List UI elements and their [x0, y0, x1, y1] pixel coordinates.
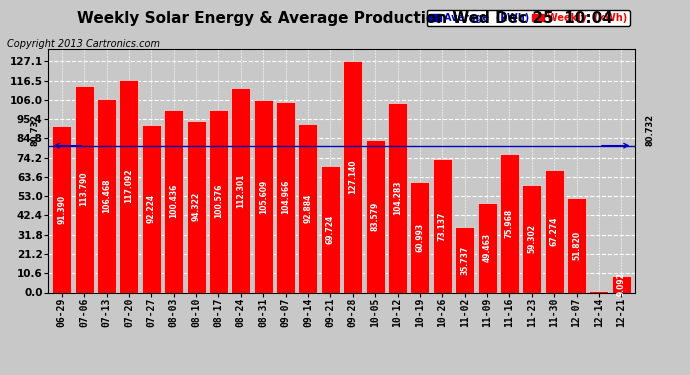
Bar — [411, 182, 429, 292]
Text: 104.283: 104.283 — [393, 180, 402, 215]
Bar — [299, 123, 317, 292]
Text: 83.579: 83.579 — [371, 202, 380, 231]
Text: 105.609: 105.609 — [259, 179, 268, 214]
Bar — [455, 228, 474, 292]
Text: 92.884: 92.884 — [304, 194, 313, 223]
Text: 92.224: 92.224 — [147, 194, 156, 223]
Bar — [164, 110, 183, 292]
Text: 91.390: 91.390 — [57, 195, 66, 224]
Text: Copyright 2013 Cartronics.com: Copyright 2013 Cartronics.com — [7, 39, 160, 50]
Text: Weekly Solar Energy & Average Production Wed Dec 25  10:04: Weekly Solar Energy & Average Production… — [77, 11, 613, 26]
Text: 113.790: 113.790 — [79, 172, 88, 206]
Bar — [321, 166, 340, 292]
Bar — [97, 99, 116, 292]
Bar — [276, 102, 295, 292]
Bar — [343, 61, 362, 292]
Text: 100.436: 100.436 — [169, 184, 178, 218]
Text: 73.137: 73.137 — [437, 211, 447, 241]
Bar — [366, 141, 384, 292]
Bar — [522, 184, 542, 292]
Text: 59.302: 59.302 — [527, 224, 536, 253]
Text: 127.140: 127.140 — [348, 160, 357, 194]
Bar — [612, 276, 631, 292]
Text: 80.732: 80.732 — [30, 114, 39, 146]
Bar — [567, 198, 586, 292]
Text: 112.301: 112.301 — [236, 173, 246, 207]
Text: 9.092: 9.092 — [617, 272, 626, 296]
Legend: Average  (kWh), Weekly  (kWh): Average (kWh), Weekly (kWh) — [426, 10, 630, 26]
Text: 100.576: 100.576 — [214, 184, 223, 218]
Bar — [52, 126, 71, 292]
Text: 75.968: 75.968 — [505, 209, 514, 238]
Bar — [209, 110, 228, 292]
Bar — [589, 291, 609, 292]
Bar — [254, 100, 273, 292]
Text: 35.737: 35.737 — [460, 245, 469, 274]
Bar — [433, 159, 452, 292]
Text: 80.732: 80.732 — [646, 114, 655, 146]
Text: 49.463: 49.463 — [482, 233, 491, 262]
Text: 51.820: 51.820 — [572, 231, 581, 260]
Bar — [186, 121, 206, 292]
Bar — [544, 170, 564, 292]
Text: 106.468: 106.468 — [102, 178, 111, 213]
Bar — [500, 154, 519, 292]
Bar — [141, 125, 161, 292]
Text: 69.724: 69.724 — [326, 214, 335, 244]
Text: 67.274: 67.274 — [550, 217, 559, 246]
Text: 104.966: 104.966 — [281, 180, 290, 214]
Bar — [75, 86, 94, 292]
Bar — [119, 80, 139, 292]
Bar — [388, 103, 407, 292]
Text: 117.092: 117.092 — [124, 169, 133, 203]
Text: 60.993: 60.993 — [415, 222, 424, 252]
Bar — [231, 88, 250, 292]
Bar — [477, 202, 497, 292]
Text: 94.322: 94.322 — [192, 192, 201, 221]
